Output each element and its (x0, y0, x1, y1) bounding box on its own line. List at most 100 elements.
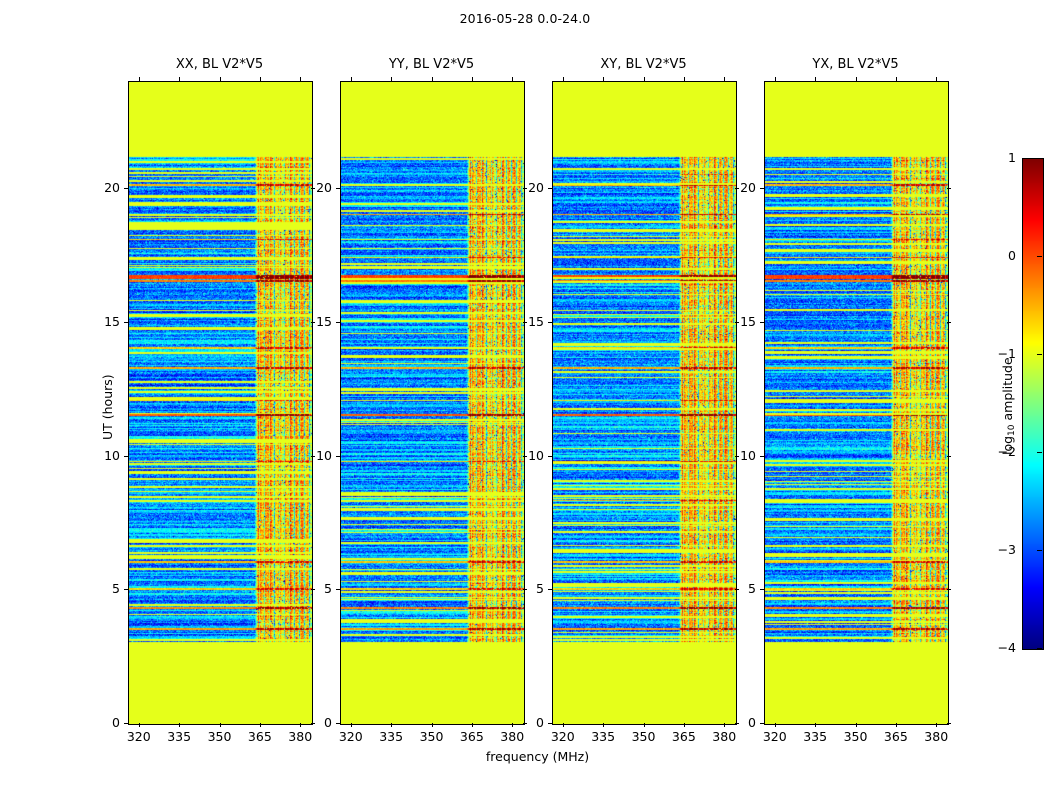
x-tick (179, 723, 180, 727)
x-tick-top (179, 77, 180, 81)
x-tick-label: 320 (550, 729, 575, 744)
y-tick-label: 10 (316, 447, 332, 463)
x-tick-top (512, 77, 513, 81)
y-tick-label: 0 (536, 715, 544, 730)
x-axis-label: frequency (MHz) (485, 749, 590, 764)
y-tick (124, 188, 128, 189)
x-tick-top (220, 77, 221, 81)
y-tick-right (523, 723, 527, 724)
colorbar-label-suffix: amplitude (1000, 357, 1015, 425)
y-tick (336, 188, 340, 189)
x-tick (644, 723, 645, 727)
y-tick-label: 10 (104, 447, 120, 463)
y-tick-right (311, 723, 315, 724)
y-tick-right (735, 589, 739, 590)
x-tick-top (603, 77, 604, 81)
y-tick-label: 15 (740, 313, 756, 329)
x-tick-label: 350 (419, 729, 444, 744)
x-tick-top (300, 77, 301, 81)
y-tick (760, 589, 764, 590)
y-tick (548, 589, 552, 590)
x-tick (139, 723, 140, 727)
spectrum-panel-xy[interactable] (552, 81, 737, 725)
colorbar-tick (1037, 158, 1042, 159)
x-tick (603, 723, 604, 727)
figure-suptitle: 2016-05-28 0.0-24.0 (459, 11, 591, 26)
y-tick-right (735, 188, 739, 189)
y-tick-label: 5 (536, 581, 544, 597)
x-tick-label: 350 (631, 729, 656, 744)
x-tick-label: 365 (883, 729, 908, 744)
colorbar[interactable] (1022, 158, 1044, 650)
colorbar-tick (1037, 354, 1042, 355)
spectrum-panel-yx[interactable] (764, 81, 949, 725)
y-tick-right (947, 589, 951, 590)
x-tick-label: 380 (712, 729, 737, 744)
y-tick (760, 322, 764, 323)
x-tick (936, 723, 937, 727)
panel-title-xx: XX, BL V2*V5 (175, 57, 264, 72)
x-tick-label: 365 (671, 729, 696, 744)
colorbar-label-subscript: 10 (1007, 424, 1017, 436)
y-tick-label: 15 (104, 313, 120, 329)
y-tick-right (311, 589, 315, 590)
y-tick (336, 456, 340, 457)
x-tick (351, 723, 352, 727)
colorbar-tick (1037, 452, 1042, 453)
colorbar-tick-label: −4 (997, 640, 1016, 655)
y-tick (124, 456, 128, 457)
x-tick-label: 335 (803, 729, 828, 744)
x-tick-top (856, 77, 857, 81)
spectrum-panel-yy[interactable] (340, 81, 525, 725)
x-tick (220, 723, 221, 727)
y-tick-label: 5 (748, 581, 756, 597)
x-tick (391, 723, 392, 727)
y-tick-right (311, 456, 315, 457)
y-tick-label: 20 (104, 180, 120, 195)
y-tick-right (523, 188, 527, 189)
y-tick-right (735, 456, 739, 457)
colorbar-tick (1037, 648, 1042, 649)
x-tick (896, 723, 897, 727)
x-tick (775, 723, 776, 727)
y-tick (548, 188, 552, 189)
y-tick-right (735, 322, 739, 323)
x-tick-label: 350 (843, 729, 868, 744)
x-tick-label: 365 (459, 729, 484, 744)
x-tick-label: 335 (167, 729, 192, 744)
y-tick (124, 589, 128, 590)
spectrum-panel-xx[interactable] (128, 81, 313, 725)
x-tick-label: 320 (126, 729, 151, 744)
y-tick-label: 0 (748, 715, 756, 730)
x-tick-top (563, 77, 564, 81)
y-tick-right (311, 322, 315, 323)
x-tick-top (724, 77, 725, 81)
y-tick-right (311, 188, 315, 189)
y-tick (760, 188, 764, 189)
x-tick-label: 335 (379, 729, 404, 744)
y-tick-right (735, 723, 739, 724)
x-tick-label: 335 (591, 729, 616, 744)
y-tick (336, 723, 340, 724)
colorbar-tick-label: −2 (997, 444, 1016, 459)
y-tick (548, 456, 552, 457)
x-tick-top (936, 77, 937, 81)
panel-title-xy: XY, BL V2*V5 (600, 57, 687, 72)
x-tick (684, 723, 685, 727)
x-tick (260, 723, 261, 727)
y-tick-right (947, 188, 951, 189)
x-tick (724, 723, 725, 727)
y-axis-label: UT (hours) (100, 374, 115, 440)
x-tick (432, 723, 433, 727)
x-tick (512, 723, 513, 727)
x-tick-label: 380 (500, 729, 525, 744)
y-tick-label: 20 (528, 180, 544, 195)
x-tick-top (351, 77, 352, 81)
y-tick (548, 322, 552, 323)
x-tick-label: 380 (288, 729, 313, 744)
y-tick-right (947, 723, 951, 724)
x-tick (472, 723, 473, 727)
colorbar-tick (1037, 550, 1042, 551)
panel-title-yy: YY, BL V2*V5 (388, 57, 475, 72)
